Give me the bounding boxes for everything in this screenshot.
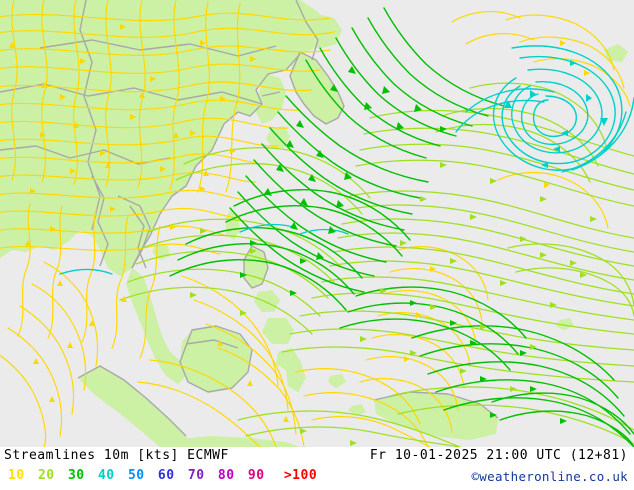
border-coast-borneo [179, 325, 253, 393]
streamline-layer-light [0, 0, 631, 447]
land-java [170, 436, 300, 447]
legend-stop-90: 90 [247, 468, 265, 483]
copyright-notice: ©weatheronline.co.uk [471, 469, 628, 484]
border-myanmar [91, 175, 109, 267]
country-border-layer [0, 0, 499, 437]
streamline-map-canvas[interactable] [0, 0, 634, 447]
border-china-india [0, 145, 171, 165]
land-mainland-asia [0, 0, 330, 276]
border-thai [129, 205, 147, 269]
legend-stop-70: 70 [187, 468, 205, 483]
legend-stop-40: 40 [97, 468, 115, 483]
land-japan-honshu [290, 52, 344, 124]
land-island-small-a [328, 374, 346, 388]
legend-stop-10: 10 [8, 468, 25, 483]
border-malaysia-indonesia [185, 339, 239, 349]
legend-stop-80: 80 [217, 468, 235, 483]
land-sulawesi [276, 348, 306, 392]
legend-stop-30: 30 [67, 468, 85, 483]
land-visayas [254, 290, 280, 312]
landmass-layer [0, 0, 628, 447]
valid-time-label: Fr 10-01-2025 21:00 UTC (12+81) [369, 448, 628, 463]
legend-stop-20: 20 [37, 468, 55, 483]
border-china-russia-ne [295, 0, 319, 61]
border-coast-sumatra [77, 365, 187, 437]
map-viewport[interactable] [0, 0, 634, 447]
legend-stop-over100: >100 [283, 468, 318, 483]
land-island-small-c [556, 318, 574, 330]
border-china-mongolia [39, 39, 277, 57]
land-sumatra [78, 366, 192, 447]
land-mindanao [262, 318, 294, 344]
land-island-small-b [348, 404, 366, 416]
border-coast-philippines [243, 245, 269, 289]
streamline-layer-vortex [455, 45, 634, 173]
map-title: Streamlines 10m [kts] ECMWF [4, 448, 229, 463]
wind-speed-legend: 10 20 30 40 50 60 70 80 90 >100 [8, 468, 317, 483]
land-luzon [244, 246, 268, 288]
legend-stop-60: 60 [157, 468, 175, 483]
land-malay-peninsula [126, 268, 186, 384]
border-coast-japan [289, 51, 345, 125]
legend-stop-50: 50 [127, 468, 145, 483]
border-china-west [79, 0, 101, 231]
streamline-layer-strong [169, 7, 634, 447]
streamline-arrow-layer [9, 24, 608, 446]
map-footer: Streamlines 10m [kts] ECMWF Fr 10-01-202… [0, 447, 634, 490]
border-korea-dmz [261, 91, 281, 97]
